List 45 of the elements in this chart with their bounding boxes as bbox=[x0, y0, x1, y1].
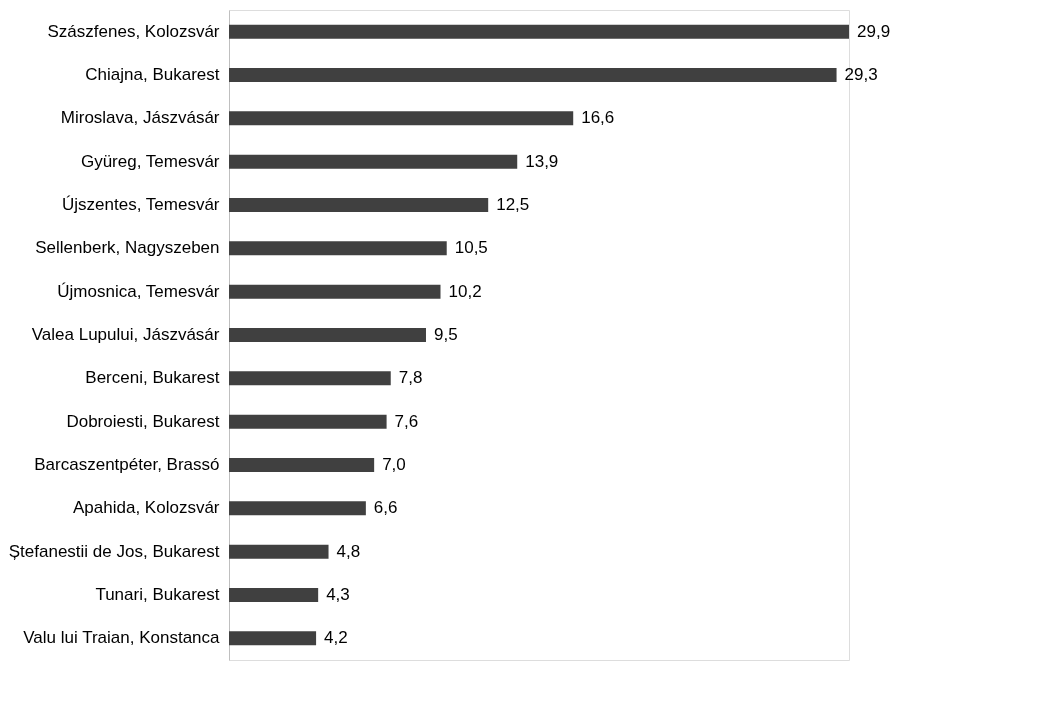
y-tick-label: Szászfenes, Kolozsvár bbox=[47, 21, 220, 41]
y-tick-label: Dobroiesti, Bukarest bbox=[66, 411, 220, 431]
bar bbox=[229, 544, 329, 559]
data-label: 10,2 bbox=[448, 281, 482, 301]
y-tick-label: Gyüreg, Temesvár bbox=[80, 151, 220, 171]
bar bbox=[229, 24, 849, 39]
data-label: 4,2 bbox=[324, 628, 348, 648]
y-tick-label: Barcaszentpéter, Brassó bbox=[34, 455, 220, 474]
bar bbox=[229, 328, 426, 342]
bar bbox=[229, 458, 375, 472]
data-label: 29,9 bbox=[857, 21, 891, 41]
bar bbox=[229, 154, 518, 169]
data-label: 16,6 bbox=[581, 108, 615, 128]
y-tick-label: Újszentes, Temesvár bbox=[62, 195, 220, 214]
data-label: 10,5 bbox=[454, 238, 488, 258]
y-tick-label: Sellenberk, Nagyszeben bbox=[35, 238, 220, 258]
data-label: 7,8 bbox=[398, 368, 423, 388]
bar bbox=[229, 284, 441, 299]
bar bbox=[229, 198, 489, 212]
bar bbox=[229, 588, 319, 602]
y-tick-label: Tunari, Bukarest bbox=[95, 585, 220, 604]
y-tick-label: Újmosnica, Temesvár bbox=[57, 281, 220, 301]
bar bbox=[229, 414, 387, 429]
data-label: 6,6 bbox=[373, 498, 398, 518]
bar bbox=[229, 111, 574, 126]
data-label: 13,9 bbox=[525, 151, 559, 171]
data-label: 29,3 bbox=[844, 65, 878, 84]
y-tick-label: Valea Lupului, Jászvásár bbox=[31, 325, 220, 344]
data-label: 12,5 bbox=[496, 195, 530, 214]
y-tick-label: Valu lui Traian, Konstanca bbox=[23, 628, 221, 648]
y-tick-label: Chiajna, Bukarest bbox=[85, 65, 220, 84]
data-label: 4,3 bbox=[326, 585, 350, 604]
y-tick-label: Ștefanestii de Jos, Bukarest bbox=[8, 541, 220, 561]
bar bbox=[229, 371, 391, 386]
data-label: 9,5 bbox=[433, 325, 458, 344]
bar bbox=[229, 501, 366, 516]
y-tick-label: Apahida, Kolozsvár bbox=[73, 498, 220, 518]
y-tick-label: Berceni, Bukarest bbox=[85, 368, 220, 388]
bar bbox=[229, 631, 317, 646]
bar bbox=[229, 68, 837, 82]
y-tick-label: Miroslava, Jászvásár bbox=[60, 108, 220, 128]
bar bbox=[229, 241, 447, 256]
data-label: 7,0 bbox=[382, 455, 406, 474]
data-label: 7,6 bbox=[394, 411, 419, 431]
data-label: 4,8 bbox=[336, 541, 361, 561]
